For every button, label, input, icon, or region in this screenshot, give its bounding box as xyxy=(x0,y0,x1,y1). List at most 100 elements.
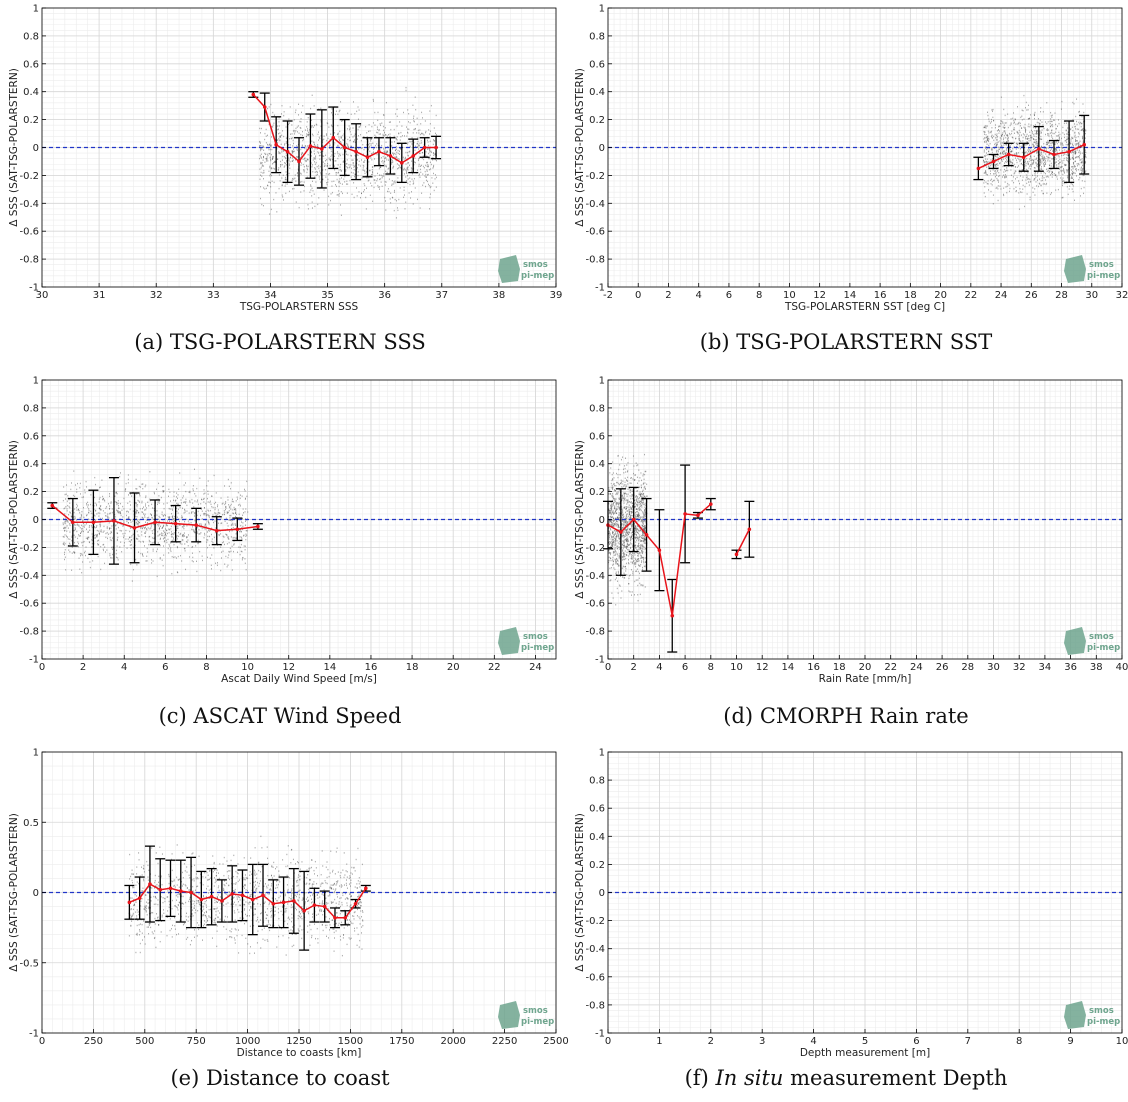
scatter-point xyxy=(1024,165,1025,168)
scatter-point xyxy=(314,163,316,166)
x-tick-label: 12 xyxy=(813,290,826,301)
scatter-point xyxy=(169,549,171,551)
scatter-point xyxy=(1084,160,1086,163)
scatter-point xyxy=(424,170,426,173)
scatter-point xyxy=(408,162,410,164)
scatter-point xyxy=(1001,135,1003,138)
scatter-point xyxy=(398,158,400,160)
scatter-point xyxy=(66,508,68,510)
scatter-point xyxy=(207,493,209,495)
scatter-point xyxy=(999,162,1001,164)
scatter-point xyxy=(328,157,330,159)
scatter-point xyxy=(108,522,110,524)
scatter-point xyxy=(182,539,184,541)
scatter-point xyxy=(1076,143,1078,145)
scatter-point xyxy=(1067,149,1069,151)
scatter-point xyxy=(144,509,146,511)
scatter-point xyxy=(167,532,168,535)
scatter-point xyxy=(1000,159,1002,161)
scatter-point xyxy=(999,155,1001,158)
scatter-point xyxy=(421,142,423,144)
scatter-point xyxy=(1053,132,1055,135)
scatter-point xyxy=(338,181,340,184)
scatter-point xyxy=(432,152,434,154)
scatter-point xyxy=(1015,137,1017,140)
scatter-point xyxy=(1004,165,1006,168)
scatter-point xyxy=(986,125,988,128)
x-tick-label: 32 xyxy=(150,290,163,301)
scatter-point xyxy=(264,138,266,141)
scatter-point xyxy=(163,490,165,492)
scatter-point xyxy=(1074,152,1076,155)
scatter-point xyxy=(204,523,206,525)
scatter-point xyxy=(1004,130,1006,132)
scatter-point xyxy=(366,144,368,146)
scatter-point xyxy=(1000,152,1001,154)
scatter-point xyxy=(199,550,201,553)
scatter-point xyxy=(433,127,435,129)
y-tick-label: 0 xyxy=(33,143,39,154)
scatter-point xyxy=(1019,134,1021,136)
scatter-point xyxy=(1036,129,1038,132)
scatter-point xyxy=(139,521,141,524)
scatter-point xyxy=(382,135,384,137)
scatter-point xyxy=(324,164,326,167)
scatter-point xyxy=(194,512,196,515)
scatter-point xyxy=(1084,161,1086,164)
scatter-point xyxy=(310,189,312,191)
scatter-point xyxy=(985,172,987,174)
caption-c: (c) ASCAT Wind Speed xyxy=(0,704,560,728)
scatter-point xyxy=(995,151,997,153)
scatter-point xyxy=(260,197,262,200)
scatter-point xyxy=(1064,149,1066,151)
scatter-point xyxy=(339,204,341,206)
scatter-point xyxy=(215,531,217,534)
scatter-point xyxy=(205,510,207,513)
scatter-point xyxy=(127,474,129,476)
scatter-point xyxy=(1076,149,1078,151)
logo-shape xyxy=(498,255,520,283)
scatter-point xyxy=(284,178,286,181)
scatter-point xyxy=(96,533,98,536)
scatter-point xyxy=(310,184,312,186)
scatter-point xyxy=(997,154,999,156)
scatter-point xyxy=(338,185,340,188)
scatter-point xyxy=(1053,119,1054,121)
scatter-point xyxy=(99,496,101,499)
scatter-point xyxy=(269,148,271,151)
scatter-point xyxy=(337,144,339,147)
x-tick-label: 38 xyxy=(493,290,506,301)
scatter-point xyxy=(362,143,364,146)
scatter-point xyxy=(176,502,178,505)
scatter-point xyxy=(378,128,380,131)
scatter-point xyxy=(204,528,206,530)
scatter-point xyxy=(988,137,989,140)
scatter-point xyxy=(181,535,183,537)
scatter-point xyxy=(152,550,154,552)
scatter-point xyxy=(102,495,104,498)
scatter-point xyxy=(118,507,120,510)
scatter-point xyxy=(81,554,83,556)
logo-text-line1: smos xyxy=(1089,260,1114,270)
scatter-point xyxy=(263,187,265,189)
scatter-point xyxy=(272,161,274,164)
scatter-point xyxy=(354,113,356,115)
scatter-point xyxy=(994,124,996,126)
scatter-point xyxy=(1000,143,1002,145)
scatter-point xyxy=(304,157,305,160)
scatter-point xyxy=(1003,134,1005,137)
scatter-point xyxy=(111,511,113,514)
scatter-point xyxy=(373,148,375,150)
scatter-point xyxy=(144,513,146,515)
scatter-point xyxy=(373,179,375,181)
scatter-point xyxy=(320,125,322,128)
scatter-point xyxy=(986,158,988,160)
scatter-point xyxy=(368,161,370,163)
scatter-point xyxy=(195,545,197,547)
scatter-point xyxy=(393,154,395,156)
scatter-point xyxy=(396,155,398,158)
y-tick-label: 0.2 xyxy=(23,487,39,498)
scatter-point xyxy=(244,488,245,491)
scatter-point xyxy=(289,160,291,163)
scatter-point xyxy=(990,159,992,161)
